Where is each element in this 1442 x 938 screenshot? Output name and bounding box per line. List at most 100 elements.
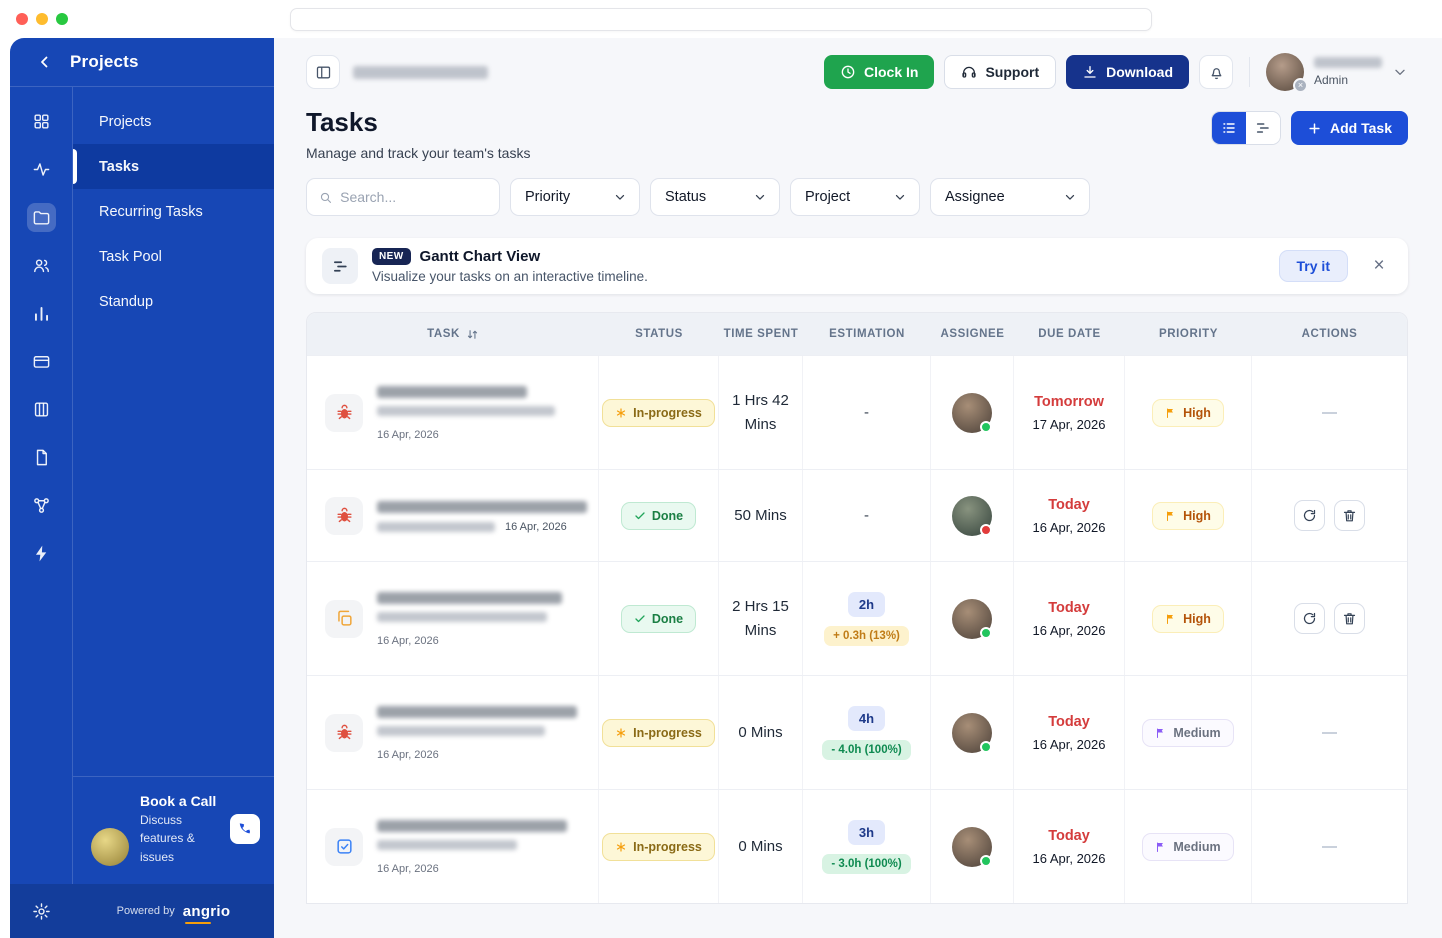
column-header-time-spent[interactable]: TIME SPENT: [723, 328, 799, 340]
gantt-promo-banner: NEW Gantt Chart View Visualize your task…: [306, 238, 1408, 294]
close-window-button[interactable]: [16, 13, 28, 25]
sidebar-item-projects[interactable]: Projects: [73, 99, 274, 144]
billing-card-icon[interactable]: [27, 347, 56, 376]
bug-icon: [325, 496, 363, 535]
reports-chart-icon[interactable]: [27, 299, 56, 328]
task-cell[interactable]: 16 Apr, 2026: [307, 470, 599, 561]
back-chevron-icon[interactable]: [34, 51, 56, 73]
assignee-cell: [931, 356, 1014, 469]
download-button[interactable]: Download: [1066, 55, 1189, 89]
bell-icon: [1211, 67, 1221, 79]
sidebar-item-standup[interactable]: Standup: [73, 279, 274, 324]
delete-task-button[interactable]: [1334, 603, 1365, 634]
user-avatar: ×: [1266, 53, 1308, 93]
team-users-icon[interactable]: [27, 251, 56, 280]
phone-call-button[interactable]: [230, 814, 260, 845]
refresh-icon: [1303, 612, 1316, 625]
gantt-view-button[interactable]: [1246, 112, 1281, 144]
minimize-window-button[interactable]: [36, 13, 48, 25]
list-view-button[interactable]: [1212, 112, 1247, 144]
task-cell[interactable]: 16 Apr, 2026: [307, 562, 599, 675]
column-header-task[interactable]: TASK: [307, 328, 599, 341]
notifications-bell-button[interactable]: [1199, 55, 1233, 89]
restore-task-button[interactable]: [1294, 500, 1325, 531]
page-subtitle: Manage and track your team's tasks: [306, 145, 531, 161]
task-date: 16 Apr, 2026: [505, 520, 567, 533]
duplicate-task-icon: [325, 599, 363, 638]
user-status-icon: ×: [1293, 78, 1308, 93]
close-banner-icon[interactable]: ×: [1366, 253, 1392, 279]
user-menu[interactable]: × Admin: [1266, 53, 1408, 93]
task-cell[interactable]: 16 Apr, 2026: [307, 790, 599, 903]
assignee-avatar[interactable]: [952, 392, 992, 433]
assignee-cell: [931, 470, 1014, 561]
estimation-cell: 4h - 4.0h (100%): [803, 676, 931, 789]
support-button[interactable]: Support: [944, 55, 1057, 89]
assignee-avatar[interactable]: [952, 826, 992, 867]
assignee-avatar[interactable]: [952, 712, 992, 753]
task-title-redacted: [377, 500, 587, 513]
column-header-assignee[interactable]: ASSIGNEE: [940, 328, 1005, 340]
column-header-estimation[interactable]: ESTIMATION: [829, 328, 905, 340]
user-name-redacted: [1314, 57, 1382, 68]
workspace-name-redacted: [353, 65, 488, 79]
assignee-cell: [931, 676, 1014, 789]
spinner-icon: [617, 841, 626, 852]
sidebar-item-tasks[interactable]: Tasks: [73, 144, 274, 189]
column-header-priority[interactable]: PRIORITY: [1159, 328, 1218, 340]
activity-icon[interactable]: [27, 155, 56, 184]
due-date-cell: Today 16 Apr, 2026: [1014, 470, 1125, 561]
board-columns-icon[interactable]: [27, 395, 56, 424]
due-date-cell: Tomorrow 17 Apr, 2026: [1014, 356, 1125, 469]
sort-icon: [467, 329, 477, 339]
documents-icon[interactable]: [27, 443, 56, 472]
delete-task-button[interactable]: [1334, 500, 1365, 531]
check-icon: [635, 614, 645, 622]
actions-cell: —: [1322, 724, 1337, 741]
restore-task-button[interactable]: [1294, 603, 1325, 634]
due-date-cell: Today 16 Apr, 2026: [1014, 790, 1125, 903]
automation-lightning-icon[interactable]: [27, 539, 56, 568]
sidebar-item-recurring-tasks[interactable]: Recurring Tasks: [73, 189, 274, 234]
table-row: 16 Apr, 2026 In-progress 0 Mins 4h - 4.0…: [307, 675, 1407, 789]
column-header-due-date[interactable]: DUE DATE: [1038, 328, 1101, 340]
actions-cell: —: [1322, 404, 1337, 421]
search-icon: [320, 192, 332, 203]
book-call-avatar: [91, 828, 129, 866]
time-spent-cell: 0 Mins: [719, 790, 803, 903]
search-input[interactable]: [340, 189, 487, 205]
priority-badge: Medium: [1142, 832, 1234, 861]
try-it-button[interactable]: Try it: [1278, 250, 1348, 282]
assignee-filter-dropdown[interactable]: Assignee: [930, 178, 1090, 216]
column-header-status[interactable]: STATUS: [635, 328, 683, 340]
collapse-sidebar-button[interactable]: [306, 55, 340, 89]
sidebar-item-task-pool[interactable]: Task Pool: [73, 234, 274, 279]
priority-badge: High: [1152, 501, 1224, 530]
zoom-window-button[interactable]: [56, 13, 68, 25]
settings-gear-icon[interactable]: [10, 902, 73, 921]
task-date: 16 Apr, 2026: [377, 635, 439, 647]
checkbox-task-icon: [325, 827, 363, 866]
actions-cell: —: [1322, 838, 1337, 855]
priority-cell: Medium: [1125, 676, 1252, 789]
assignee-avatar[interactable]: [952, 495, 992, 536]
url-bar[interactable]: [290, 8, 1152, 31]
dashboard-grid-icon[interactable]: [27, 107, 56, 136]
integrations-nodes-icon[interactable]: [27, 491, 56, 520]
estimation-badge: 2h: [847, 591, 886, 617]
add-task-button[interactable]: Add Task: [1291, 111, 1408, 145]
search-box[interactable]: [306, 178, 500, 216]
window-controls[interactable]: [16, 13, 68, 25]
trash-icon: [1343, 613, 1356, 625]
online-status-dot: [980, 626, 992, 639]
project-filter-dropdown[interactable]: Project: [790, 178, 920, 216]
offline-status-dot: [980, 523, 992, 536]
task-cell[interactable]: 16 Apr, 2026: [307, 356, 599, 469]
assignee-avatar[interactable]: [952, 598, 992, 639]
projects-folder-icon[interactable]: [26, 203, 56, 232]
priority-filter-dropdown[interactable]: Priority: [510, 178, 640, 216]
task-cell[interactable]: 16 Apr, 2026: [307, 676, 599, 789]
time-spent-cell: 1 Hrs 42 Mins: [719, 356, 803, 469]
status-filter-dropdown[interactable]: Status: [650, 178, 780, 216]
clock-in-button[interactable]: Clock In: [823, 55, 935, 89]
